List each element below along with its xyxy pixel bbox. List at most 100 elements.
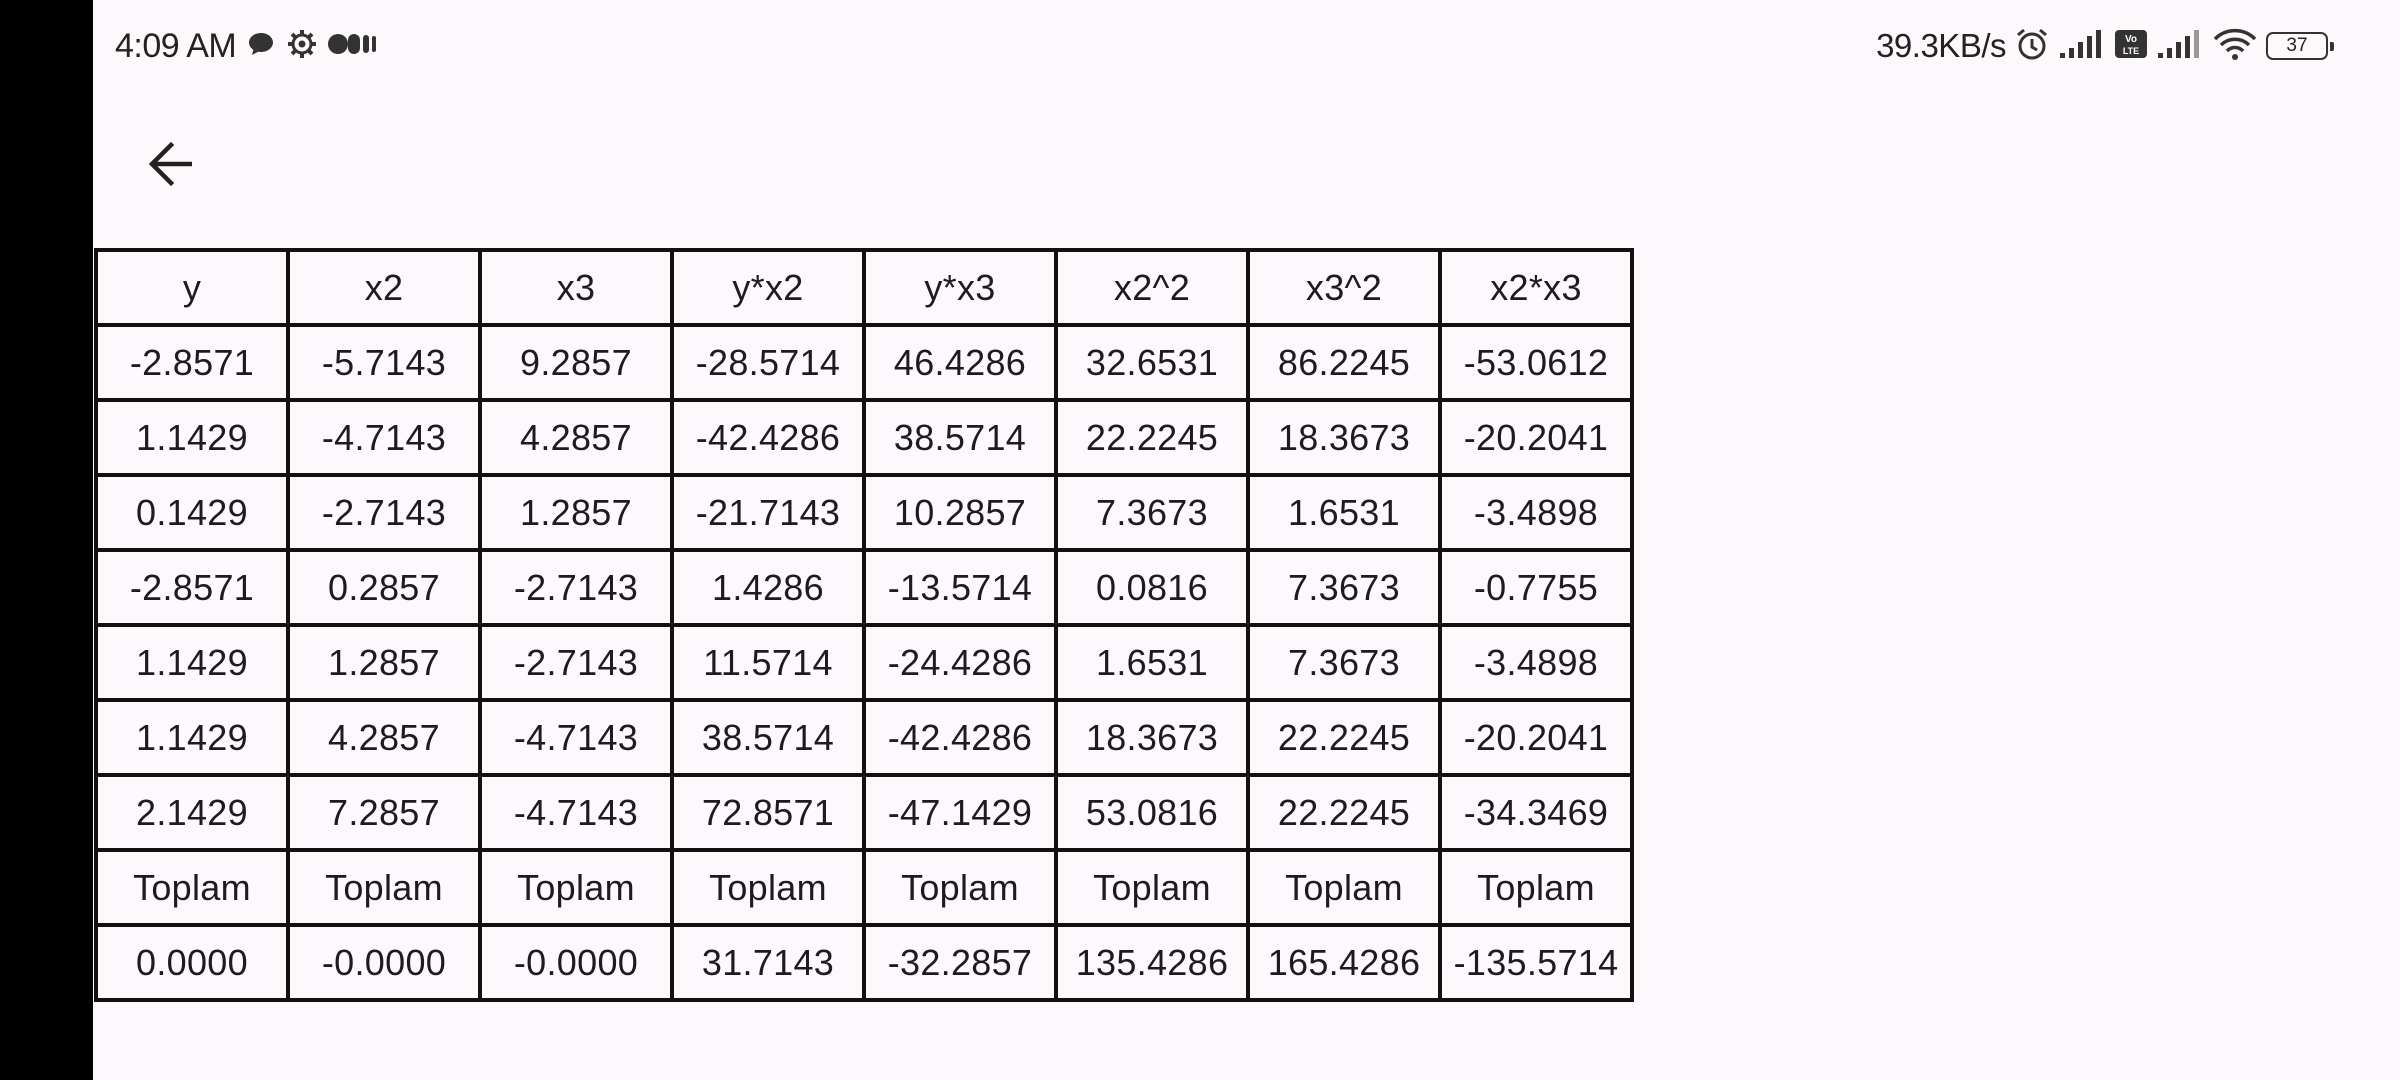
table-cell: 18.3673 xyxy=(1246,398,1442,477)
table-row: -2.8571 -5.7143 9.2857 -28.5714 46.4286 … xyxy=(94,323,1634,402)
column-header-y: y xyxy=(94,248,290,327)
status-right: 39.3KB/s Vo LTE 37 xyxy=(1876,24,2334,68)
table-cell: 11.5714 xyxy=(670,623,866,702)
table-cell: 1.4286 xyxy=(670,548,866,627)
gear-icon xyxy=(286,28,318,65)
total-label-cell: Toplam xyxy=(94,848,290,927)
total-label-cell: Toplam xyxy=(1054,848,1250,927)
table-cell: 1.1429 xyxy=(94,398,290,477)
total-value-cell: 165.4286 xyxy=(1246,923,1442,1002)
table-cell: -47.1429 xyxy=(862,773,1058,852)
table-cell: -34.3469 xyxy=(1438,773,1634,852)
table-cell: 22.2245 xyxy=(1246,698,1442,777)
table-cell: -4.7143 xyxy=(286,398,482,477)
table-cell: -0.7755 xyxy=(1438,548,1634,627)
table-cell: -2.8571 xyxy=(94,548,290,627)
table-cell: 0.1429 xyxy=(94,473,290,552)
total-label-cell: Toplam xyxy=(670,848,866,927)
table-cell: -42.4286 xyxy=(670,398,866,477)
table-cell: -4.7143 xyxy=(478,773,674,852)
table-cell: 1.2857 xyxy=(286,623,482,702)
battery-level: 37 xyxy=(2286,35,2308,56)
total-label-cell: Toplam xyxy=(862,848,1058,927)
table-cell: -4.7143 xyxy=(478,698,674,777)
status-bar: 4:09 AM 39.3KB/s Vo LTE 37 xyxy=(93,0,2400,92)
media-dots-icon xyxy=(328,29,378,64)
table-cell: 22.2245 xyxy=(1246,773,1442,852)
table-cell: 32.6531 xyxy=(1054,323,1250,402)
table-cell: 86.2245 xyxy=(1246,323,1442,402)
total-label-cell: Toplam xyxy=(286,848,482,927)
volte-icon: Vo LTE xyxy=(2114,29,2148,64)
table-cell: -21.7143 xyxy=(670,473,866,552)
total-value-cell: 135.4286 xyxy=(1054,923,1250,1002)
table-cell: 7.3673 xyxy=(1246,623,1442,702)
table-cell: -2.7143 xyxy=(478,548,674,627)
column-header-y-x3: y*x3 xyxy=(862,248,1058,327)
total-value-cell: 31.7143 xyxy=(670,923,866,1002)
table-cell: 0.0816 xyxy=(1054,548,1250,627)
total-value-cell: -32.2857 xyxy=(862,923,1058,1002)
battery-icon: 37 xyxy=(2266,32,2334,60)
column-header-x2: x2 xyxy=(286,248,482,327)
signal-icon xyxy=(2156,29,2204,64)
table-cell: 7.3673 xyxy=(1246,548,1442,627)
table-header-row: y x2 x3 y*x2 y*x3 x2^2 x3^2 x2*x3 xyxy=(94,248,1634,327)
total-value-cell: -0.0000 xyxy=(478,923,674,1002)
column-header-x2-squared: x2^2 xyxy=(1054,248,1250,327)
table-cell: 4.2857 xyxy=(478,398,674,477)
table-cell: 9.2857 xyxy=(478,323,674,402)
table-cell: -28.5714 xyxy=(670,323,866,402)
table-cell: 1.2857 xyxy=(478,473,674,552)
table-cell: 1.6531 xyxy=(1246,473,1442,552)
data-table: y x2 x3 y*x2 y*x3 x2^2 x3^2 x2*x3 -2.857… xyxy=(94,248,1634,1002)
table-row: 1.1429 1.2857 -2.7143 11.5714 -24.4286 1… xyxy=(94,623,1634,702)
table-cell: 7.3673 xyxy=(1054,473,1250,552)
chat-bubble-icon xyxy=(246,29,276,64)
table-cell: 10.2857 xyxy=(862,473,1058,552)
table-row: 1.1429 4.2857 -4.7143 38.5714 -42.4286 1… xyxy=(94,698,1634,777)
table-cell: -2.8571 xyxy=(94,323,290,402)
signal-icon xyxy=(2058,29,2106,64)
table-cell: -24.4286 xyxy=(862,623,1058,702)
table-cell: -2.7143 xyxy=(286,473,482,552)
table-cell: 46.4286 xyxy=(862,323,1058,402)
total-value-cell: 0.0000 xyxy=(94,923,290,1002)
wifi-icon xyxy=(2212,27,2258,66)
table-total-label-row: Toplam Toplam Toplam Toplam Toplam Topla… xyxy=(94,848,1634,927)
total-label-cell: Toplam xyxy=(1246,848,1442,927)
table-row: 1.1429 -4.7143 4.2857 -42.4286 38.5714 2… xyxy=(94,398,1634,477)
column-header-x2-x3: x2*x3 xyxy=(1438,248,1634,327)
status-left: 4:09 AM xyxy=(115,24,378,68)
table-cell: 1.1429 xyxy=(94,698,290,777)
back-button[interactable] xyxy=(135,130,207,202)
table-row: 2.1429 7.2857 -4.7143 72.8571 -47.1429 5… xyxy=(94,773,1634,852)
network-speed: 39.3KB/s xyxy=(1876,27,2006,64)
left-black-bar xyxy=(0,0,93,1080)
column-header-x3: x3 xyxy=(478,248,674,327)
table-cell: 1.6531 xyxy=(1054,623,1250,702)
table-cell: -13.5714 xyxy=(862,548,1058,627)
table-cell: 7.2857 xyxy=(286,773,482,852)
total-label-cell: Toplam xyxy=(478,848,674,927)
table-cell: 2.1429 xyxy=(94,773,290,852)
table-cell: -5.7143 xyxy=(286,323,482,402)
table-cell: -53.0612 xyxy=(1438,323,1634,402)
table-cell: 38.5714 xyxy=(670,698,866,777)
column-header-y-x2: y*x2 xyxy=(670,248,866,327)
total-label-cell: Toplam xyxy=(1438,848,1634,927)
table-cell: 0.2857 xyxy=(286,548,482,627)
table-cell: 18.3673 xyxy=(1054,698,1250,777)
svg-text:LTE: LTE xyxy=(2123,46,2139,56)
svg-text:Vo: Vo xyxy=(2125,34,2137,45)
table-cell: 38.5714 xyxy=(862,398,1058,477)
table-cell: 22.2245 xyxy=(1054,398,1250,477)
table-row: -2.8571 0.2857 -2.7143 1.4286 -13.5714 0… xyxy=(94,548,1634,627)
total-value-cell: -0.0000 xyxy=(286,923,482,1002)
table-cell: -42.4286 xyxy=(862,698,1058,777)
table-cell: 53.0816 xyxy=(1054,773,1250,852)
status-time: 4:09 AM xyxy=(115,26,237,65)
table-cell: -3.4898 xyxy=(1438,473,1634,552)
table-cell: 72.8571 xyxy=(670,773,866,852)
table-cell: -3.4898 xyxy=(1438,623,1634,702)
